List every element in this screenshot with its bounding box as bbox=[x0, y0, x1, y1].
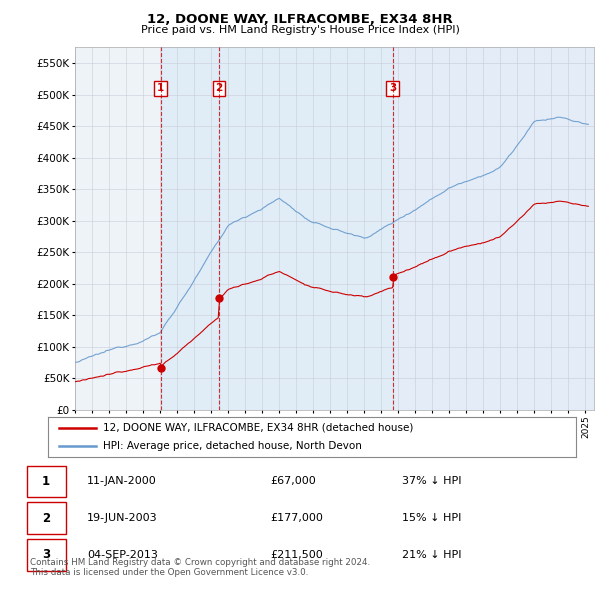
Text: HPI: Average price, detached house, North Devon: HPI: Average price, detached house, Nort… bbox=[103, 441, 362, 451]
Text: 12, DOONE WAY, ILFRACOMBE, EX34 8HR (detached house): 12, DOONE WAY, ILFRACOMBE, EX34 8HR (det… bbox=[103, 423, 414, 433]
Bar bbox=[219, 47, 392, 410]
Text: 3: 3 bbox=[42, 548, 50, 561]
Text: 3: 3 bbox=[389, 83, 397, 93]
Text: £67,000: £67,000 bbox=[270, 477, 316, 486]
Text: 2: 2 bbox=[215, 83, 223, 93]
Text: 2: 2 bbox=[42, 512, 50, 525]
Text: 21% ↓ HPI: 21% ↓ HPI bbox=[402, 550, 461, 559]
Text: Contains HM Land Registry data © Crown copyright and database right 2024.
This d: Contains HM Land Registry data © Crown c… bbox=[30, 558, 370, 577]
Text: 12, DOONE WAY, ILFRACOMBE, EX34 8HR: 12, DOONE WAY, ILFRACOMBE, EX34 8HR bbox=[147, 13, 453, 26]
Text: 19-JUN-2003: 19-JUN-2003 bbox=[87, 513, 158, 523]
Text: 37% ↓ HPI: 37% ↓ HPI bbox=[402, 477, 461, 486]
Text: 1: 1 bbox=[157, 83, 164, 93]
Text: £177,000: £177,000 bbox=[270, 513, 323, 523]
Text: Price paid vs. HM Land Registry's House Price Index (HPI): Price paid vs. HM Land Registry's House … bbox=[140, 25, 460, 35]
Bar bbox=[392, 47, 594, 410]
Text: 15% ↓ HPI: 15% ↓ HPI bbox=[402, 513, 461, 523]
Text: £211,500: £211,500 bbox=[270, 550, 323, 559]
Text: 11-JAN-2000: 11-JAN-2000 bbox=[87, 477, 157, 486]
Text: 1: 1 bbox=[42, 475, 50, 488]
Bar bbox=[161, 47, 219, 410]
Text: 04-SEP-2013: 04-SEP-2013 bbox=[87, 550, 158, 559]
